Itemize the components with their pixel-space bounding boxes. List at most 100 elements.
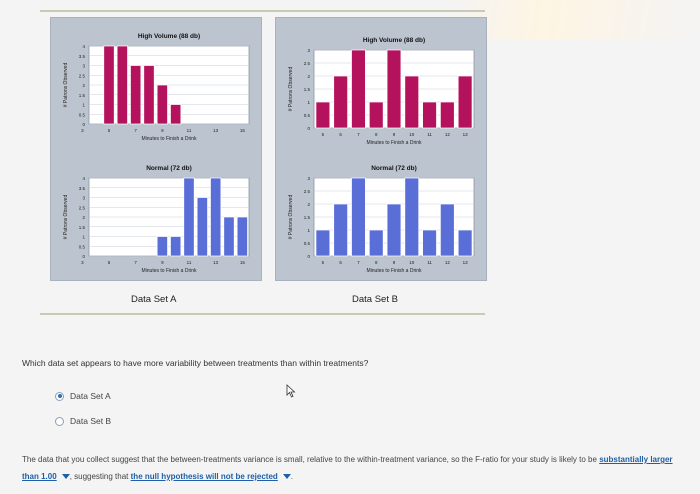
bar-6	[333, 203, 348, 257]
data-set-a-panel: High Volume (88 db) 0 0.5 1 1.5 2 2.5 3 3.5 4 # Pa…	[50, 17, 262, 281]
y-tick-label: 0.5	[79, 244, 86, 249]
chevron-down-icon	[282, 474, 291, 480]
x-tick-label: 11	[187, 260, 192, 265]
x-tick-label: 3	[81, 128, 84, 133]
y-axis-label: # Patrons Observed	[288, 195, 294, 240]
x-tick-label: 3	[81, 260, 84, 265]
y-tick-label: 0	[307, 126, 310, 131]
option-label: Data Set B	[70, 416, 112, 426]
x-axis-label: Minutes to Finish a Drink	[366, 268, 422, 274]
y-axis-label: # Patrons Observed	[63, 63, 69, 108]
bar-6	[333, 75, 348, 129]
x-tick-label: 9	[393, 132, 396, 137]
x-tick-label: 13	[213, 128, 219, 133]
x-tick-label: 13	[463, 260, 469, 265]
y-tick-label: 0.5	[304, 113, 311, 118]
y-tick-label: 0.5	[79, 112, 86, 117]
y-tick-label: 1	[307, 100, 310, 105]
radio-data-set-b[interactable]	[55, 416, 64, 426]
y-tick-label: 0	[82, 122, 85, 127]
bar-9	[386, 203, 402, 257]
x-tick-label: 5	[322, 132, 325, 137]
y-tick-label: 2.5	[304, 189, 311, 194]
bar-14	[223, 216, 235, 257]
x-tick-label: 8	[375, 260, 378, 265]
mouse-pointer-icon	[286, 384, 296, 398]
option-data-set-a[interactable]: Data Set A	[55, 391, 111, 401]
x-tick-label: 7	[134, 128, 137, 133]
data-set-a-charts: High Volume (88 db) 0 0.5 1 1.5 2 2.5 3 3.5 4 # Pa…	[63, 33, 250, 274]
bar-11	[422, 229, 437, 257]
x-tick-label: 12	[445, 260, 451, 265]
bar-11	[183, 177, 195, 257]
y-tick-label: 2.5	[304, 61, 311, 66]
bar-12	[440, 101, 455, 129]
x-tick-label: 6	[339, 132, 342, 137]
x-tick-label: 9	[161, 260, 164, 265]
chart-title: High Volume (88 db)	[138, 33, 200, 40]
bar-7	[351, 49, 366, 129]
chart-title: Normal (72 db)	[146, 165, 192, 172]
y-tick-label: 2	[82, 83, 85, 88]
y-tick-label: 1.5	[304, 215, 311, 220]
x-tick-label: 10	[409, 260, 415, 265]
bar-7	[351, 177, 366, 257]
data-set-b-panel: High Volume (88 db) 0 0.5 1 1.5 2 2.5 3 # Patron…	[275, 17, 487, 281]
bar-13	[457, 75, 473, 129]
y-tick-label: 1.5	[79, 225, 86, 230]
chart-title: Normal (72 db)	[371, 165, 417, 172]
chart-a-high: High Volume (88 db) 0 0.5 1 1.5 2 2.5 3 3.5 4 # Pa…	[63, 33, 250, 142]
option-data-set-b[interactable]: Data Set B	[55, 416, 111, 426]
x-tick-label: 7	[357, 132, 360, 137]
bar-5	[315, 101, 331, 129]
chart-b-high: High Volume (88 db) 0 0.5 1 1.5 2 2.5 3 # Patron…	[288, 37, 475, 146]
y-tick-label: 2.5	[79, 205, 86, 210]
y-tick-label: 3	[307, 176, 310, 181]
x-tick-label: 13	[463, 132, 469, 137]
x-axis-label: Minutes to Finish a Drink	[141, 136, 197, 142]
x-tick-label: 6	[339, 260, 342, 265]
bar-6	[116, 45, 128, 125]
chart-b-normal: Normal (72 db) 0 0.5 1 1.5 2 2.5 3 # Patrons Obs…	[288, 165, 475, 274]
y-tick-label: 2	[307, 202, 310, 207]
y-tick-label: 3.5	[79, 54, 86, 59]
y-tick-label: 1.5	[304, 87, 311, 92]
y-tick-label: 2	[307, 74, 310, 79]
y-tick-label: 3.5	[79, 186, 86, 191]
x-tick-label: 15	[240, 128, 246, 133]
data-set-b-charts: High Volume (88 db) 0 0.5 1 1.5 2 2.5 3 # Patron…	[288, 37, 475, 274]
y-tick-label: 1	[82, 103, 85, 108]
y-tick-label: 0	[307, 254, 310, 259]
chart-title: High Volume (88 db)	[363, 37, 425, 44]
x-tick-label: 9	[161, 128, 164, 133]
option-label: Data Set A	[70, 391, 111, 401]
conclusion-middle: , suggesting that	[69, 472, 129, 481]
data-set-a-label: Data Set A	[131, 294, 177, 305]
bar-10	[170, 104, 182, 125]
x-axis-label: Minutes to Finish a Drink	[141, 268, 197, 274]
bar-8	[368, 101, 384, 129]
bar-11	[422, 101, 437, 129]
y-tick-label: 3	[82, 64, 85, 69]
bar-10	[170, 236, 182, 257]
bar-5	[103, 45, 115, 125]
x-tick-label: 5	[322, 260, 325, 265]
x-tick-label: 11	[427, 132, 432, 137]
y-axis-label: # Patrons Observed	[288, 67, 294, 112]
chevron-down-icon	[61, 474, 70, 480]
x-tick-label: 11	[187, 128, 192, 133]
f-ratio-dropdown[interactable]: substantially larger than 1.00	[22, 455, 673, 481]
radio-data-set-a[interactable]	[55, 391, 64, 401]
bar-9	[156, 84, 168, 125]
y-tick-label: 0.5	[304, 241, 311, 246]
bar-10	[404, 177, 420, 257]
y-tick-label: 1	[307, 228, 310, 233]
y-tick-label: 0	[82, 254, 85, 259]
y-tick-label: 4	[82, 44, 85, 49]
x-tick-label: 10	[409, 132, 415, 137]
hypothesis-dropdown[interactable]: the null hypothesis will not be rejected	[131, 472, 291, 481]
x-tick-label: 13	[213, 260, 219, 265]
bottom-divider	[40, 313, 485, 315]
x-tick-label: 5	[108, 128, 111, 133]
x-tick-label: 7	[357, 260, 360, 265]
